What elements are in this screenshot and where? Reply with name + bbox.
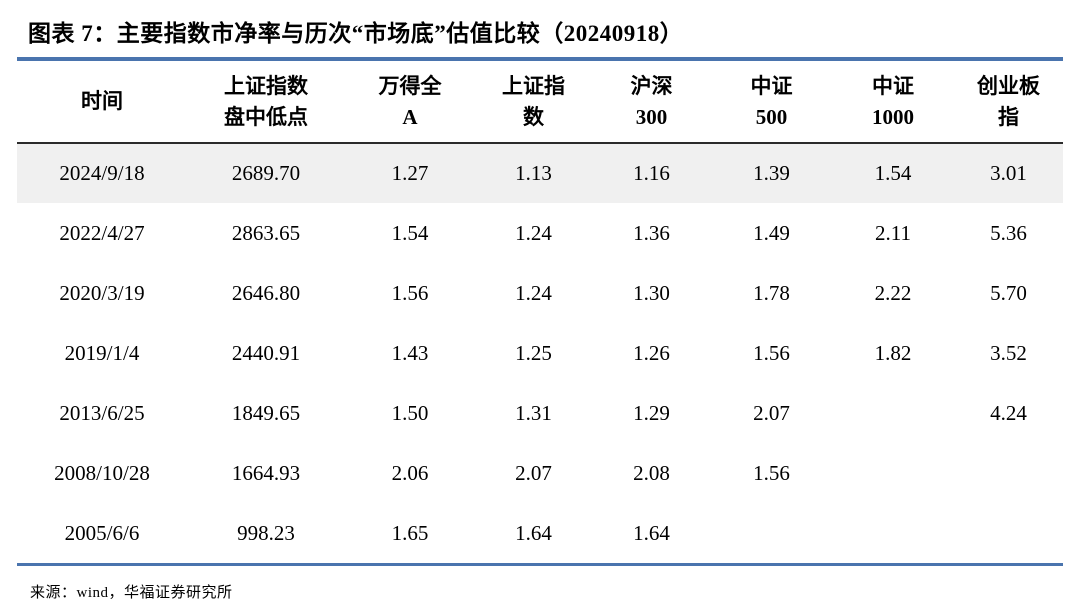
col-header-line2: A (402, 104, 418, 129)
table-row: 2019/1/4 2440.91 1.43 1.25 1.26 1.56 1.82 3.52 (17, 323, 1063, 383)
col-header-line1: 中证 (872, 74, 914, 99)
table-cell: 1.82 (874, 340, 912, 365)
table-cell: 1.54 (874, 161, 912, 185)
table-cell (954, 443, 1063, 503)
table-cell: 1.56 (753, 460, 790, 485)
table-cell: 2019/1/4 (64, 340, 140, 365)
table-cell: 2013/6/25 (59, 400, 145, 425)
table-cell: 1.26 (633, 340, 670, 365)
table-cell: 2689.70 (231, 161, 301, 185)
table-row: 2022/4/27 2863.65 1.54 1.24 1.36 1.49 2.11 5.36 (17, 203, 1063, 263)
col-header-line1: 万得全 (378, 74, 442, 99)
table-row: 2005/6/6 998.23 1.65 1.64 1.64 (17, 503, 1063, 563)
table-cell: 1.24 (515, 280, 552, 305)
table-cell: 2.22 (874, 280, 912, 305)
table-cell: 1.65 (391, 520, 429, 545)
table-cell: 1.50 (391, 400, 429, 425)
bottom-rule (17, 563, 1063, 566)
table-cell (711, 503, 832, 563)
table-cell: 1.56 (391, 280, 429, 305)
table-cell (832, 383, 954, 443)
table-cell: 1.49 (753, 220, 790, 245)
table-cell (832, 443, 954, 503)
col-header-line1: 时间 (81, 89, 123, 114)
col-header-line2: 指 (998, 104, 1019, 129)
table-row: 2008/10/28 1664.93 2.06 2.07 2.08 1.56 (17, 443, 1063, 503)
table-cell: 1.64 (633, 520, 670, 545)
figure-title: 图表 7：主要指数市净率与历次“市场底”估值比较（20240918） (28, 21, 684, 46)
table-cell: 1.39 (753, 161, 790, 185)
table-cell: 1.54 (391, 220, 429, 245)
table-cell: 2024/9/18 (59, 161, 145, 185)
table-cell: 1.16 (633, 161, 670, 185)
table-cell: 1.24 (515, 220, 552, 245)
col-header-chinext: 创业板 指 (954, 61, 1063, 144)
source-note: 来源：wind，华福证券研究所 (30, 585, 233, 601)
col-header-line2: 300 (635, 104, 668, 129)
table-cell: 1.64 (515, 520, 552, 545)
table-cell: 1.36 (633, 220, 670, 245)
table-cell: 1.27 (391, 161, 429, 185)
col-header-line2: 数 (523, 104, 544, 129)
col-header-sse-index: 上证指 数 (475, 61, 592, 144)
table-cell: 2440.91 (231, 340, 301, 365)
table-cell: 2863.65 (231, 220, 301, 245)
table-header-row: 时间 上证指数 盘中低点 万得全 A 上证指 数 沪深 300 (17, 61, 1063, 144)
col-header-csi-300: 沪深 300 (592, 61, 711, 144)
table-row: 2020/3/19 2646.80 1.56 1.24 1.30 1.78 2.22 5.70 (17, 263, 1063, 323)
table-cell: 2.07 (515, 460, 552, 485)
col-header-line1: 沪深 (630, 74, 673, 99)
col-header-line2: 1000 (872, 104, 914, 129)
table-cell: 2008/10/28 (54, 460, 150, 485)
table-cell: 2.06 (391, 460, 429, 485)
table-cell: 2022/4/27 (59, 220, 145, 245)
col-header-time: 时间 (17, 61, 187, 144)
table-cell: 1.31 (515, 400, 552, 425)
table-cell: 2005/6/6 (64, 520, 140, 545)
col-header-line2: 500 (755, 104, 788, 129)
table-body: 2024/9/18 2689.70 1.27 1.13 1.16 1.39 1.54 3.01… (17, 143, 1063, 563)
table-cell: 1.25 (515, 340, 552, 365)
col-header-line1: 上证指 (502, 74, 565, 99)
table-cell: 998.23 (237, 520, 295, 545)
col-header-line1: 创业板 (977, 74, 1040, 99)
col-header-csi-1000: 中证 1000 (832, 61, 954, 144)
pb-ratio-table: 时间 上证指数 盘中低点 万得全 A 上证指 数 沪深 300 (17, 61, 1063, 563)
table-cell: 2.11 (875, 220, 911, 245)
table-cell: 1.29 (633, 400, 670, 425)
top-rule (17, 57, 1063, 61)
table-row: 2024/9/18 2689.70 1.27 1.13 1.16 1.39 1.54 3.01 (17, 143, 1063, 203)
table-row: 2013/6/25 1849.65 1.50 1.31 1.29 2.07 4.24 (17, 383, 1063, 443)
table-cell: 5.36 (990, 220, 1027, 245)
col-header-sse-intraday-low: 上证指数 盘中低点 (187, 61, 345, 144)
table-cell: 1.43 (391, 340, 429, 365)
table-header: 时间 上证指数 盘中低点 万得全 A 上证指 数 沪深 300 (17, 61, 1063, 144)
table-cell: 1.30 (633, 280, 670, 305)
col-header-csi-500: 中证 500 (711, 61, 832, 144)
table-cell: 2.07 (753, 400, 790, 425)
table-cell: 3.01 (990, 161, 1027, 185)
table-cell: 1.56 (753, 340, 790, 365)
table-cell: 1.13 (515, 161, 552, 185)
table-cell: 2646.80 (231, 280, 301, 305)
table-cell: 4.24 (990, 400, 1027, 425)
table-cell (954, 503, 1063, 563)
col-header-line1: 中证 (750, 74, 793, 99)
table-cell: 1.78 (753, 280, 790, 305)
col-header-line2: 盘中低点 (224, 104, 308, 129)
table-cell: 2.08 (633, 460, 670, 485)
table-cell: 5.70 (990, 280, 1027, 305)
table-cell: 3.52 (990, 340, 1027, 365)
table-cell: 2020/3/19 (59, 280, 145, 305)
col-header-line1: 上证指数 (224, 74, 308, 99)
table-cell: 1849.65 (231, 400, 301, 425)
col-header-wind-all-a: 万得全 A (345, 61, 475, 144)
table-cell: 1664.93 (231, 460, 301, 485)
table-cell (832, 503, 954, 563)
